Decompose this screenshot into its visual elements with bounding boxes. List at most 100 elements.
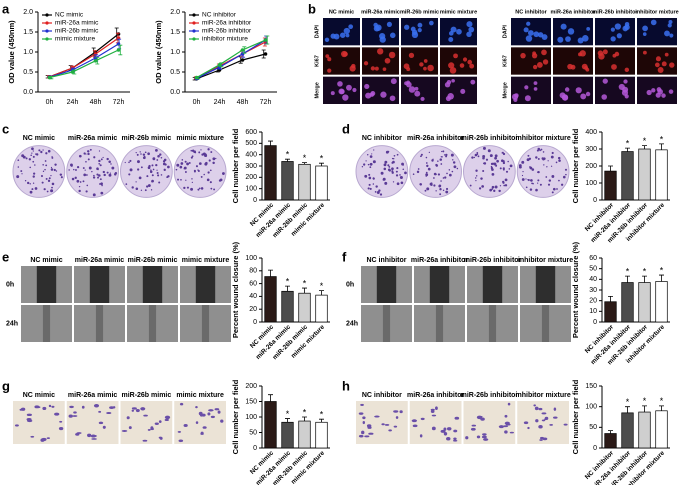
cell	[448, 37, 454, 43]
legend-label: miR-26a mimic	[55, 20, 99, 27]
colony	[200, 175, 203, 178]
colony	[475, 169, 478, 172]
colony	[155, 163, 158, 167]
cell	[131, 409, 135, 412]
colony	[180, 162, 184, 165]
colony	[504, 184, 508, 187]
error-bar	[659, 143, 664, 150]
wound-gap	[376, 266, 397, 303]
cell	[358, 412, 364, 415]
significance-mark: *	[660, 265, 664, 275]
column-label: miR-26a inhibitor	[407, 135, 464, 142]
column-label: NC mimic	[23, 392, 55, 399]
y-tick-label: 0	[253, 197, 257, 204]
cell	[505, 423, 511, 426]
legend-label: NC inhibitor	[202, 12, 237, 19]
y-tick-label: 1.0	[23, 49, 33, 56]
bar	[655, 410, 668, 449]
y-tick-label: 1.0	[170, 49, 180, 56]
colony	[453, 165, 457, 169]
wound-gap	[435, 305, 444, 342]
cell	[498, 425, 504, 429]
colony	[85, 190, 88, 193]
colony	[53, 168, 56, 172]
colony	[85, 160, 87, 163]
panel-letter: g	[2, 378, 10, 393]
column-label: inhibitor mixture	[516, 392, 571, 399]
colony	[475, 175, 478, 177]
colony	[535, 156, 538, 159]
colony	[206, 178, 210, 182]
cell	[90, 434, 97, 438]
cell	[526, 21, 531, 26]
colony	[376, 191, 380, 194]
colony	[445, 190, 449, 194]
colony	[146, 185, 149, 188]
colony	[471, 156, 474, 159]
colony	[367, 153, 369, 156]
error-bar	[642, 275, 647, 283]
cell	[142, 439, 148, 442]
y-tick-label: 400	[245, 152, 257, 159]
cell	[389, 95, 396, 102]
y-tick-label: 0	[593, 445, 597, 452]
y-tick-label: 400	[585, 129, 597, 136]
cell	[580, 93, 587, 100]
colony	[361, 166, 364, 168]
colony	[101, 184, 103, 187]
error-bar	[268, 269, 273, 277]
cell	[91, 438, 97, 440]
column-label: miR-26b mimic	[121, 392, 171, 399]
colony	[372, 177, 375, 180]
cell	[419, 62, 424, 67]
colony	[106, 171, 109, 174]
colony	[144, 151, 147, 154]
cell	[325, 54, 330, 59]
error-bar	[319, 290, 324, 296]
colony	[152, 168, 155, 171]
cell	[351, 63, 356, 69]
y-tick-label: 100	[245, 186, 257, 193]
colony	[412, 173, 415, 176]
column-label: NC inhibitor	[362, 392, 402, 399]
micrograph	[516, 145, 570, 198]
micrograph	[401, 47, 438, 75]
panel-letter: c	[2, 121, 9, 136]
cell	[453, 429, 458, 433]
colony	[391, 161, 394, 164]
colony	[175, 168, 178, 171]
micrograph	[440, 47, 477, 75]
micrograph	[463, 145, 516, 198]
cell	[195, 421, 199, 424]
colony	[144, 189, 147, 192]
colony	[442, 189, 445, 192]
colony	[387, 150, 390, 153]
cell	[342, 94, 349, 101]
colony	[86, 184, 89, 187]
cell	[541, 412, 547, 415]
micrograph	[356, 401, 408, 444]
bar	[638, 282, 651, 323]
colony	[135, 181, 137, 183]
cell	[520, 52, 526, 59]
image-bg	[120, 401, 173, 444]
cell	[669, 33, 674, 38]
colony	[185, 179, 187, 181]
cell	[364, 435, 370, 438]
colony	[419, 183, 423, 186]
point	[47, 75, 52, 80]
wound-gap	[535, 266, 556, 303]
cell	[362, 416, 366, 420]
colony	[166, 176, 169, 179]
wound-gap	[201, 305, 210, 342]
colony	[452, 161, 456, 164]
colony	[208, 159, 211, 162]
colony	[502, 180, 505, 184]
colony	[200, 187, 204, 190]
cell	[657, 67, 664, 73]
cell	[446, 427, 452, 431]
cell	[564, 87, 570, 92]
colony	[518, 165, 522, 169]
colony	[551, 156, 553, 158]
colony	[197, 188, 200, 191]
